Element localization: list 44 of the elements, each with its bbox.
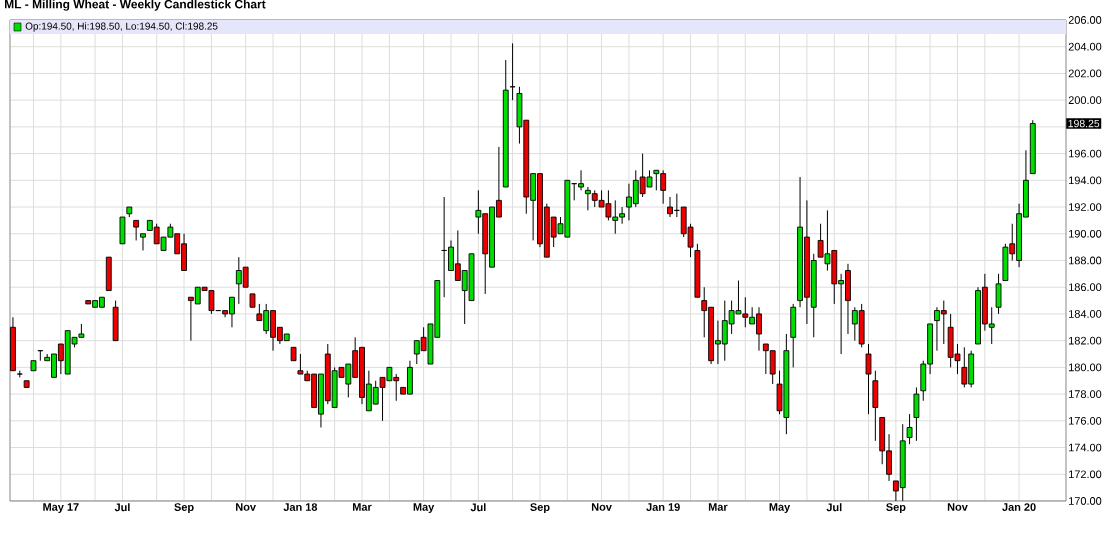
y-tick-label: 196.00 (1069, 149, 1102, 158)
y-tick-label: 184.00 (1069, 310, 1102, 318)
candlestick (913, 386, 920, 442)
x-tick-label: Sep (530, 503, 550, 514)
x-tick-label: Sep (174, 503, 194, 514)
x-tick-label: Nov (947, 503, 968, 511)
x-tick-label: Jan 19 (646, 503, 680, 511)
annotation: Op:194.50, Hi:198.50, Lo:194.50, Cl:198.25 (25, 22, 218, 32)
y-tick-label: 192.00 (1069, 203, 1102, 211)
y-tick-label: 202.00 (1068, 69, 1102, 78)
y-tick-label: 178.00 (1069, 390, 1102, 398)
x-tick-label: Jan 18 (283, 503, 318, 511)
y-tick-label: 172.00 (1069, 470, 1102, 479)
y-tick-label: 200.00 (1068, 96, 1102, 105)
y-tick-label: 186.00 (1069, 283, 1102, 292)
y-tick-label: 174.00 (1069, 443, 1102, 452)
y-tick-label: 204.00 (1068, 42, 1102, 51)
x-tick-label: Jan 20 (1002, 503, 1036, 511)
x-tick-label: Nov (591, 503, 612, 511)
y-tick-label: 188.00 (1069, 256, 1102, 265)
y-tick-label: 194.00 (1069, 176, 1102, 185)
candlestick (995, 273, 1002, 315)
x-tick-label: May 17 (43, 503, 79, 513)
x-tick-label: Mar (708, 503, 728, 511)
y-tick-label: 170.00 (1069, 497, 1102, 505)
x-tick-label: Nov (236, 503, 256, 511)
y-tick-label: 176.00 (1069, 416, 1102, 425)
y-tick-label: 180.00 (1069, 363, 1102, 372)
x-tick-label: May (769, 503, 791, 513)
x-tick-label: Mar (353, 503, 372, 511)
text: 198.25 (1068, 119, 1100, 128)
candlestick (865, 343, 872, 415)
y-tick-label: 190.00 (1069, 229, 1102, 238)
x-tick-label: Jul (826, 503, 842, 512)
chart-title: ML - Milling Wheat - Weekly Candlestick Chart (5, 0, 266, 11)
x-tick-label: May (413, 503, 435, 513)
y-tick-label: 182.00 (1069, 336, 1102, 345)
candlestick (140, 233, 146, 251)
y-tick-label: 206.00 (1068, 16, 1102, 24)
x-tick-label: Jul (470, 503, 486, 512)
x-tick-label: Jul (114, 503, 130, 512)
candlestick (133, 219, 140, 241)
candlestick (906, 413, 913, 445)
x-tick-label: Sep (886, 503, 906, 514)
